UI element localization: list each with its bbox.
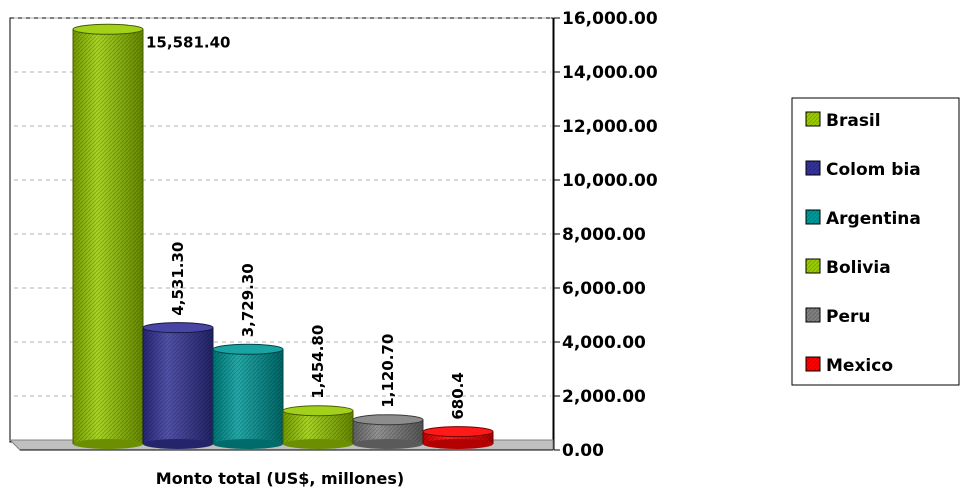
bars [72, 23, 494, 449]
y-tick-label: 6,000.00 [562, 279, 646, 299]
y-tick-label: 12,000.00 [562, 117, 658, 137]
data-label-mexico: 680.4 [449, 372, 467, 419]
legend: Brasil Colom bia Argentina Bolivia Peru Mexic… [805, 111, 921, 376]
legend-item-colombia: Colom bia [805, 160, 921, 180]
legend-item-argentina: Argentina [805, 209, 921, 229]
y-tick-label: 2,000.00 [562, 387, 646, 407]
data-label-brasil: 15,581.40 [146, 33, 230, 51]
bar-bottom [143, 439, 213, 449]
bar-colombia [142, 322, 214, 449]
bar-mexico [422, 426, 494, 449]
legend-swatch-texture [806, 259, 820, 273]
legend-swatch-texture [806, 357, 820, 371]
legend-label: Mexico [826, 356, 893, 376]
legend-label: Brasil [826, 111, 881, 131]
bar-top [422, 426, 494, 438]
x-axis-title: Monto total (US$, millones) [156, 469, 404, 488]
legend-label: Bolivia [826, 258, 891, 278]
legend-label: Argentina [826, 209, 921, 229]
bar-brasil [72, 23, 144, 449]
bar-bolivia [282, 405, 354, 449]
bar-texture [73, 29, 143, 445]
legend-swatch-texture [806, 308, 820, 322]
bar-bottom [283, 439, 353, 449]
y-tick-label: 8,000.00 [562, 225, 646, 245]
bar-top [72, 23, 144, 35]
bar-argentina [212, 343, 284, 449]
data-label-peru: 1,120.70 [379, 334, 397, 408]
data-label-colombia: 4,531.30 [169, 242, 187, 316]
legend-box [791, 97, 960, 386]
data-label-bolivia: 1,454.80 [309, 325, 327, 399]
bar-texture [283, 410, 353, 444]
data-labels: 15,581.40 4,531.30 3,729.30 1,454.80 1,120.7… [146, 33, 467, 419]
bar-texture [143, 327, 213, 444]
bar-top [282, 405, 354, 417]
bar-bottom [423, 439, 493, 449]
bar-bottom [353, 439, 423, 449]
data-label-argentina: 3,729.30 [239, 263, 257, 337]
legend-item-brasil: Brasil [805, 111, 881, 131]
legend-item-bolivia: Bolivia [805, 258, 891, 278]
y-tick-label: 4,000.00 [562, 333, 646, 353]
bar-peru [352, 414, 424, 449]
bar-top [142, 322, 214, 334]
y-tick-label: 16,000.00 [562, 9, 658, 29]
bar-top [212, 343, 284, 355]
y-tick-label: 10,000.00 [562, 171, 658, 191]
legend-item-peru: Peru [805, 307, 870, 327]
y-axis: 0.00 2,000.00 4,000.00 6,000.00 8,000.00 10,0… [553, 9, 658, 461]
bar-bottom [73, 439, 143, 449]
legend-label: Peru [826, 307, 870, 327]
y-tick-label: 14,000.00 [562, 63, 658, 83]
bar-bottom [213, 439, 283, 449]
legend-item-mexico: Mexico [805, 356, 893, 376]
bar-texture [213, 349, 283, 444]
bar-top [352, 414, 424, 426]
legend-swatch-texture [806, 210, 820, 224]
legend-swatch-texture [806, 112, 820, 126]
legend-label: Colom bia [826, 160, 921, 180]
legend-swatch-texture [806, 161, 820, 175]
y-tick-label: 0.00 [562, 441, 604, 461]
